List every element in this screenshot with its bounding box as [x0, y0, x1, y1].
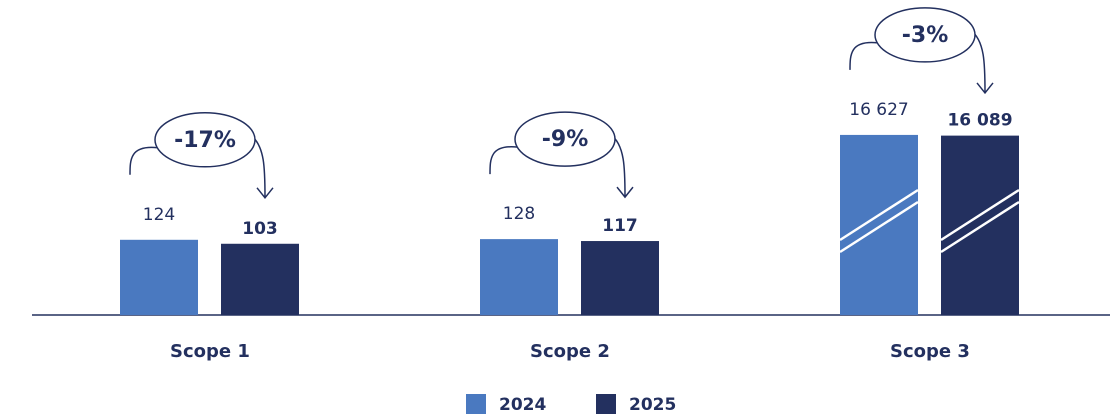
axis-break — [839, 188, 919, 242]
value-label: 16 089 — [947, 111, 1012, 131]
legend-label: 2025 — [629, 395, 676, 415]
axis-break — [839, 200, 919, 254]
annotation-bubble — [154, 112, 256, 168]
annotation-bubble — [874, 7, 976, 63]
value-label: 103 — [242, 219, 278, 239]
bar — [941, 135, 1019, 315]
value-label: 16 627 — [849, 100, 908, 120]
annotation-arrow — [489, 146, 519, 175]
annotation-arrow — [129, 146, 159, 175]
legend-label: 2024 — [499, 395, 546, 415]
axis-break — [940, 188, 1020, 242]
bar — [840, 134, 918, 315]
bar — [581, 241, 659, 315]
bar — [480, 239, 558, 315]
annotation: -3% — [902, 23, 948, 48]
axis-break — [940, 200, 1020, 254]
annotation: -17% — [174, 128, 236, 153]
bar — [120, 239, 198, 315]
value-label: 124 — [143, 205, 175, 225]
bar — [221, 243, 299, 315]
x-tick-label: Scope 3 — [890, 341, 970, 362]
annotation-arrow — [849, 41, 879, 70]
value-label: 117 — [602, 216, 638, 236]
annotation-bubble — [514, 111, 616, 167]
annotation: -9% — [542, 127, 588, 152]
legend-swatch — [596, 394, 616, 414]
value-label: 128 — [503, 204, 535, 224]
x-tick-label: Scope 1 — [170, 341, 250, 362]
legend-swatch — [466, 394, 486, 414]
x-tick-label: Scope 2 — [530, 341, 610, 362]
